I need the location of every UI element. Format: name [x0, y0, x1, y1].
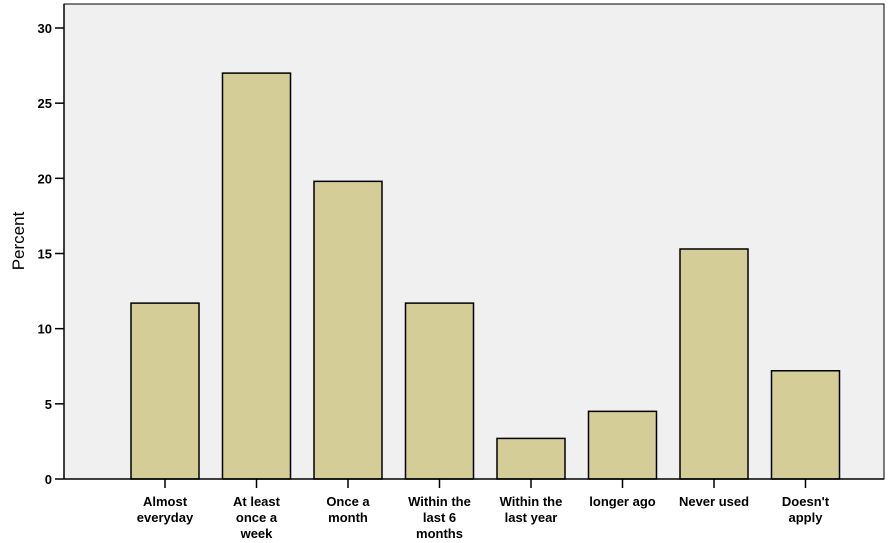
x-tick-label: Within the last 6 months	[408, 494, 471, 541]
bar	[679, 248, 749, 480]
x-tick-label-line: Doesn't	[782, 494, 830, 509]
x-tick-label: Once a month	[326, 494, 370, 525]
bar	[770, 370, 841, 480]
x-tick-label-line: Almost	[143, 494, 188, 509]
y-axis-title: Percent	[9, 211, 28, 270]
bar	[221, 72, 292, 480]
y-tick-label: 30	[38, 21, 52, 36]
y-tick-label: 0	[45, 472, 52, 487]
bar	[130, 302, 200, 480]
bar-series	[130, 72, 841, 480]
x-tick-label: longer ago	[589, 494, 656, 509]
y-tick-label: 5	[45, 397, 52, 412]
bar	[404, 302, 475, 480]
y-tick-label: 20	[38, 171, 52, 186]
x-tick-label-line: week	[240, 526, 274, 541]
x-tick-label-line: month	[328, 510, 368, 525]
x-tick-label: Doesn't apply	[782, 494, 830, 525]
x-tick-label: Almost everyday	[137, 494, 194, 525]
x-tick-label-line: Never used	[679, 494, 749, 509]
y-tick-label: 15	[38, 247, 52, 262]
x-tick-label-line: apply	[789, 510, 824, 525]
bar	[496, 437, 566, 480]
x-tick-label-line: Within the	[500, 494, 563, 509]
x-tick-label: Never used	[679, 494, 749, 509]
x-tick-label-line: once a	[236, 510, 278, 525]
x-tick-label-line: At least	[233, 494, 281, 509]
x-tick-label-line: everyday	[137, 510, 194, 525]
x-tick-label-line: last 6	[423, 510, 456, 525]
y-tick-label: 25	[38, 96, 52, 111]
y-tick-label: 10	[38, 322, 52, 337]
bar	[587, 410, 658, 480]
bar	[313, 180, 383, 480]
x-tick-label-line: Within the	[408, 494, 471, 509]
y-axis: 0 5 10 15 20 25 30	[38, 21, 64, 487]
x-tick-label-line: months	[416, 526, 463, 541]
x-tick-label-line: last year	[505, 510, 558, 525]
x-tick-label-line: longer ago	[589, 494, 656, 509]
x-tick-label: At least once a week	[233, 494, 281, 541]
x-tick-label: Within the last year	[500, 494, 563, 525]
x-tick-label-line: Once a	[326, 494, 370, 509]
